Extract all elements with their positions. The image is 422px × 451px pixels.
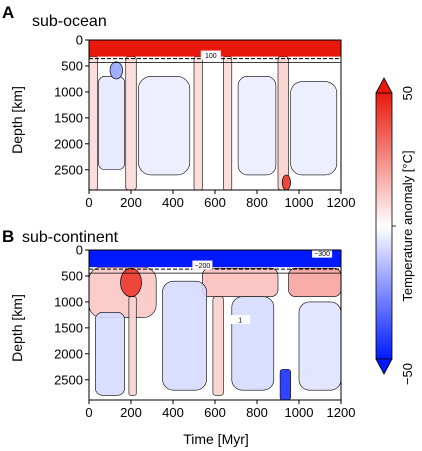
panel-a-hot-column	[193, 56, 203, 191]
panel-b-hot-region	[288, 267, 342, 298]
panel-b-xlabel: Time [Myr]	[183, 431, 249, 447]
panel-a-contour-label: 100	[205, 53, 217, 60]
panel-b-cold-region	[162, 280, 207, 391]
panel-a-x-tick-label: 0	[85, 195, 92, 210]
panel-b-x-tick-label: 0	[85, 405, 92, 420]
colorbar-min-label: −50	[400, 363, 415, 385]
panel-b-y-tick-label: 0	[76, 243, 83, 258]
panel-b-hot-blob	[120, 267, 142, 298]
panel-b-hot-column	[128, 296, 137, 396]
panel-b-boundary-layer	[89, 250, 341, 268]
panel-a-ylabel: Depth [km]	[9, 86, 25, 154]
colorbar-max-arrow	[375, 77, 393, 94]
panel-a-title: sub-ocean	[32, 13, 107, 30]
panel-a-x-tick-label: 400	[162, 195, 184, 210]
panel-a-y-tick-label: 500	[61, 58, 83, 73]
panel-a-hot-column	[277, 56, 289, 191]
panel-a-y-tick-label: 1000	[54, 84, 83, 99]
panel-b-contour-label: 1	[238, 318, 242, 325]
panel-b-contour-label-bg	[192, 260, 213, 270]
colorbar-max-label: 50	[400, 86, 415, 100]
panel-b-cold-region	[298, 301, 342, 391]
panel-a-boundary-layer	[89, 40, 341, 57]
panel-b-x-tick-label: 600	[204, 405, 226, 420]
panel-a-x-tick-label: 1000	[285, 195, 314, 210]
panel-a-x-tick-label: 800	[246, 195, 268, 210]
panel-b-letter: B	[2, 227, 14, 246]
panel-b-title: sub-continent	[22, 229, 119, 246]
panel-a-x-tick-label: 1200	[327, 195, 356, 210]
panel-b-x-tick-label: 200	[120, 405, 142, 420]
panel-b-x-tick-label: 800	[246, 405, 268, 420]
panel-b-cold-column	[279, 369, 291, 401]
panel-b-cold-region	[95, 311, 126, 396]
panel-a-y-tick-label: 2500	[54, 162, 83, 177]
panel-a-y-tick-label: 0	[76, 33, 83, 48]
panel-b-x-tick-label: 1200	[327, 405, 356, 420]
panel-a-hot-column	[125, 56, 137, 191]
panel-b-y-tick-label: 1500	[54, 320, 83, 335]
panel-b-contour-label: −200	[195, 263, 211, 270]
colorbar-title: Temperature anomaly [°C]	[400, 150, 415, 301]
panel-a-cold-region	[98, 76, 125, 171]
panel-a-y-tick-label: 1500	[54, 110, 83, 125]
panel-a-letter: A	[2, 3, 14, 22]
panel-b-x-tick-label: 1000	[285, 405, 314, 420]
panel-b-hot-region	[202, 267, 279, 298]
panel-b: B sub-continent −200 −300 1 0 200 400 600 800 10…	[2, 227, 355, 447]
panel-b-plot: −200 −300 1 0 200 400 600 800 1000 1200 0 500 1000 15…	[54, 243, 355, 421]
panel-b-contour-label-bg	[230, 315, 251, 325]
panel-a-plot: 1000 200 400 600 800 1000 12000500100015002000…	[54, 33, 355, 211]
panel-a-y-tick-label: 2000	[54, 136, 83, 151]
panel-b-x-tick-label: 400	[162, 405, 184, 420]
panel-a-x-tick-label: 600	[204, 195, 226, 210]
panel-b-y-tick-label: 1000	[54, 294, 83, 309]
panel-a-cold-region	[237, 76, 277, 176]
panel-a-cold-region	[290, 81, 338, 176]
colorbar-gradient	[375, 92, 393, 360]
panel-a-cold-blob	[109, 61, 123, 80]
panel-b-cold-region	[231, 296, 275, 391]
panel-b-y-tick-label: 500	[61, 268, 83, 283]
panel-a-hot-column	[88, 56, 98, 191]
panel-a-cold-region	[138, 76, 191, 176]
panel-a-hot-blob	[281, 174, 291, 191]
colorbar: 50 −50 Temperature anomaly [°C]	[375, 77, 415, 385]
panel-b-contour-label-bg	[312, 248, 333, 258]
panel-a-contour-label-bg	[200, 50, 221, 60]
panel-b-ylabel: Depth [km]	[9, 294, 25, 362]
panel-a: A sub-ocean 1000 200 400 600 800 1000 12000500…	[2, 3, 355, 210]
panel-b-y-tick-label: 2500	[54, 372, 83, 387]
panel-b-contour-label: −300	[314, 251, 330, 258]
panel-b-y-tick-label: 2000	[54, 346, 83, 361]
colorbar-min-arrow	[375, 358, 393, 375]
panel-a-hot-column	[223, 56, 233, 191]
panel-b-hot-column	[212, 296, 224, 396]
panel-a-x-tick-label: 200	[120, 195, 142, 210]
